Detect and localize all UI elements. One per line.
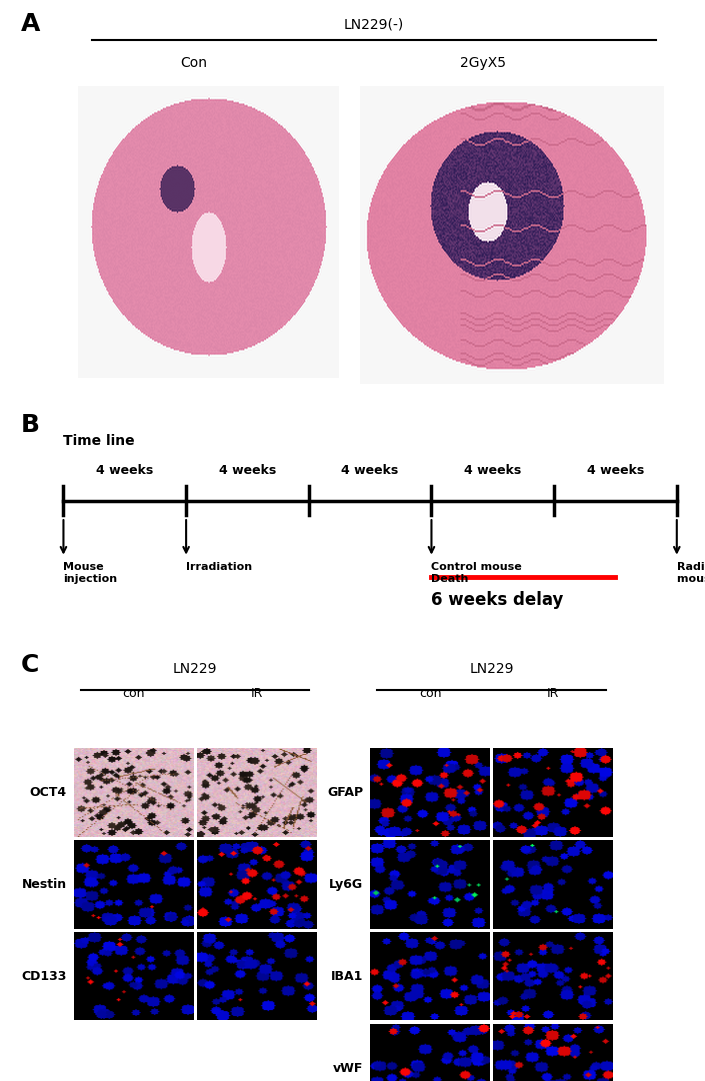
Text: LN229(-): LN229(-) [343,18,404,32]
Text: LN229: LN229 [173,662,218,676]
Text: CD133: CD133 [22,970,67,983]
Text: 6 weeks delay: 6 weeks delay [431,591,564,609]
Text: 4 weeks: 4 weeks [96,464,154,477]
Text: 4 weeks: 4 weeks [219,464,276,477]
Text: 4 weeks: 4 weeks [464,464,522,477]
Text: Irradiation: Irradiation [186,562,252,572]
Text: Con: Con [180,56,207,70]
Text: OCT4: OCT4 [30,786,67,799]
Text: B: B [21,413,40,437]
Text: C: C [21,653,39,677]
Text: Mouse
injection: Mouse injection [63,562,118,584]
Text: LN229: LN229 [469,662,514,676]
Text: Ly6G: Ly6G [329,878,363,891]
Text: IR: IR [546,688,559,700]
Text: Control mouse
Death: Control mouse Death [431,562,522,584]
Text: IR: IR [250,688,263,700]
Text: Nestin: Nestin [22,878,67,891]
Text: GFAP: GFAP [327,786,363,799]
Text: A: A [21,12,40,36]
Text: con: con [123,688,145,700]
Text: Radiotherapy-
mouse Death: Radiotherapy- mouse Death [677,562,705,584]
Text: 2GyX5: 2GyX5 [460,56,506,70]
Text: con: con [419,688,441,700]
Text: 4 weeks: 4 weeks [341,464,399,477]
Text: vWF: vWF [333,1062,363,1075]
Text: Time line: Time line [63,433,135,448]
Text: IBA1: IBA1 [331,970,363,983]
Text: 4 weeks: 4 weeks [587,464,644,477]
